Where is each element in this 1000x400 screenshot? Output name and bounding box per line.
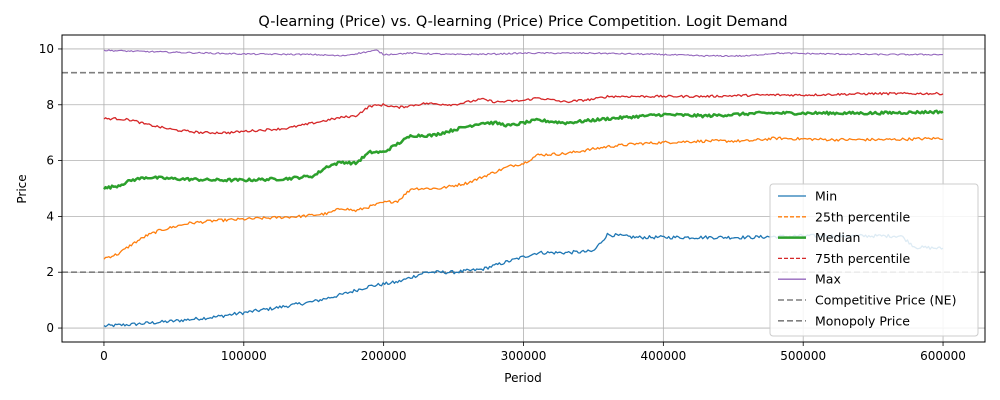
y-tick-label: 8 <box>46 98 54 112</box>
legend-label: Competitive Price (NE) <box>815 293 956 308</box>
legend-label: 75th percentile <box>815 251 911 266</box>
y-axis-ticks: 0 2 4 6 8 10 <box>39 42 62 335</box>
y-tick-label: 2 <box>46 265 54 279</box>
x-tick-label: 400000 <box>640 349 686 363</box>
y-tick-label: 6 <box>46 154 54 168</box>
series-line-median <box>103 109 944 190</box>
legend: Min 25th percentile Median 75th percentile M… <box>769 183 979 337</box>
x-tick-label: 0 <box>100 349 108 363</box>
legend-label: Min <box>815 189 837 204</box>
x-axis-label: Period <box>504 371 541 385</box>
x-tick-label: 600000 <box>920 349 966 363</box>
x-tick-label: 500000 <box>780 349 826 363</box>
y-tick-label: 4 <box>46 209 54 223</box>
series-line-max <box>103 49 944 58</box>
legend-label: Max <box>815 272 841 287</box>
legend-label: 25th percentile <box>815 209 911 224</box>
x-axis-ticks: 0 100000 200000 300000 400000 500000 600000 <box>100 342 966 363</box>
y-tick-label: 10 <box>39 42 54 56</box>
chart-title: Q-learning (Price) vs. Q-learning (Price… <box>258 14 787 30</box>
x-tick-label: 300000 <box>501 349 547 363</box>
x-tick-label: 200000 <box>361 349 407 363</box>
legend-box <box>769 183 979 337</box>
series-line-25th-percentile <box>103 136 943 260</box>
y-tick-label: 0 <box>46 321 54 335</box>
series-line-75th-percentile <box>103 91 944 135</box>
legend-label: Median <box>815 230 860 245</box>
y-axis-label: Price <box>15 174 29 203</box>
x-tick-label: 100000 <box>221 349 267 363</box>
legend-label: Monopoly Price <box>815 313 910 328</box>
